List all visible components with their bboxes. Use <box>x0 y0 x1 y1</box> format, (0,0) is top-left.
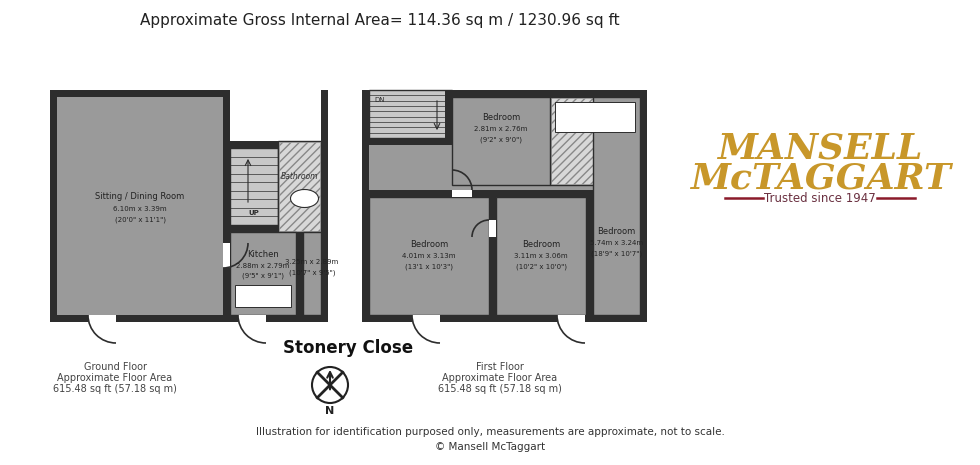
Bar <box>496 197 586 315</box>
Bar <box>452 90 647 97</box>
Bar <box>412 315 440 322</box>
Text: Stonery Close: Stonery Close <box>283 339 414 357</box>
Text: (13'1 x 10'3"): (13'1 x 10'3") <box>405 264 453 270</box>
Text: 4.01m x 3.13m: 4.01m x 3.13m <box>402 253 456 259</box>
Text: (18'9" x 10'7"): (18'9" x 10'7") <box>591 251 642 257</box>
Bar <box>296 225 303 322</box>
Bar <box>362 90 369 322</box>
Bar <box>230 148 278 225</box>
Bar <box>555 102 635 132</box>
Bar <box>223 243 230 268</box>
Ellipse shape <box>290 190 318 207</box>
Text: 615.48 sq ft (57.18 sq m): 615.48 sq ft (57.18 sq m) <box>53 384 177 394</box>
Text: Sitting / Dining Room: Sitting / Dining Room <box>95 192 184 200</box>
Bar <box>362 315 647 322</box>
Bar <box>321 90 328 322</box>
Text: 6.10m x 3.39m: 6.10m x 3.39m <box>113 206 167 212</box>
Text: (20'0" x 11'1"): (20'0" x 11'1") <box>115 217 166 223</box>
Bar <box>50 315 328 322</box>
Bar <box>362 138 452 145</box>
Text: Ground Floor: Ground Floor <box>83 362 146 372</box>
Text: Bedroom: Bedroom <box>410 239 448 248</box>
Text: Approximate Floor Area: Approximate Floor Area <box>442 373 558 383</box>
Text: First Floor: First Floor <box>476 362 524 372</box>
Text: Approximate Floor Area: Approximate Floor Area <box>58 373 172 383</box>
Bar <box>303 232 321 315</box>
Text: Approximate Gross Internal Area= 114.36 sq m / 1230.96 sq ft: Approximate Gross Internal Area= 114.36 … <box>140 13 619 27</box>
Bar <box>235 285 291 307</box>
Bar <box>586 190 593 322</box>
Bar <box>223 225 328 232</box>
Bar <box>238 315 266 322</box>
Text: 3.11m x 3.06m: 3.11m x 3.06m <box>514 253 567 259</box>
Text: MANSELL: MANSELL <box>717 131 923 165</box>
Bar <box>230 232 296 315</box>
Text: 615.48 sq ft (57.18 sq m): 615.48 sq ft (57.18 sq m) <box>438 384 562 394</box>
Text: (9'5" x 9'1"): (9'5" x 9'1") <box>242 273 284 279</box>
Bar <box>369 197 489 315</box>
Bar <box>50 90 328 322</box>
Bar <box>557 315 585 322</box>
Text: 2.81m x 2.76m: 2.81m x 2.76m <box>474 126 527 132</box>
Bar <box>489 220 496 237</box>
Bar <box>50 90 57 322</box>
Bar <box>640 90 647 322</box>
Text: Kitchen: Kitchen <box>247 250 279 259</box>
Text: (10'2" x 10'0"): (10'2" x 10'0") <box>515 264 566 270</box>
Bar <box>88 315 116 322</box>
Text: Bedroom: Bedroom <box>598 226 636 235</box>
Text: Bathroom: Bathroom <box>280 172 318 181</box>
Bar <box>230 90 328 148</box>
Bar <box>550 97 640 185</box>
Bar <box>452 190 472 197</box>
Bar <box>223 90 230 148</box>
Bar <box>362 90 452 145</box>
Bar <box>489 190 496 322</box>
Bar <box>593 97 640 315</box>
Bar <box>452 97 550 185</box>
Bar <box>362 190 647 197</box>
Bar <box>230 141 328 148</box>
Bar <box>279 142 320 231</box>
Text: 2.88m x 2.79m: 2.88m x 2.79m <box>236 263 290 269</box>
Text: Bedroom: Bedroom <box>522 239 561 248</box>
Text: Bedroom: Bedroom <box>482 113 520 121</box>
Bar <box>586 97 593 185</box>
Text: © Mansell McTaggart: © Mansell McTaggart <box>435 442 545 452</box>
Text: DN: DN <box>374 97 384 103</box>
Bar <box>362 90 647 322</box>
Text: (10'7" x 9'5"): (10'7" x 9'5") <box>289 270 335 276</box>
Text: 3.25m x 2.89m: 3.25m x 2.89m <box>285 259 339 265</box>
Text: Illustration for identification purposed only, measurements are approximate, not: Illustration for identification purposed… <box>256 427 724 437</box>
Text: 5.74m x 3.24m: 5.74m x 3.24m <box>590 240 643 246</box>
Bar <box>369 90 452 138</box>
Bar <box>50 90 230 97</box>
Bar <box>278 141 321 232</box>
Bar <box>223 148 230 322</box>
Text: N: N <box>325 406 334 416</box>
Text: (9'2" x 9'0"): (9'2" x 9'0") <box>480 137 522 143</box>
Text: UP: UP <box>249 210 260 216</box>
Text: Trusted since 1947: Trusted since 1947 <box>764 192 876 205</box>
Bar <box>551 98 639 184</box>
Bar <box>445 90 452 145</box>
Text: McTAGGART: McTAGGART <box>690 161 951 195</box>
